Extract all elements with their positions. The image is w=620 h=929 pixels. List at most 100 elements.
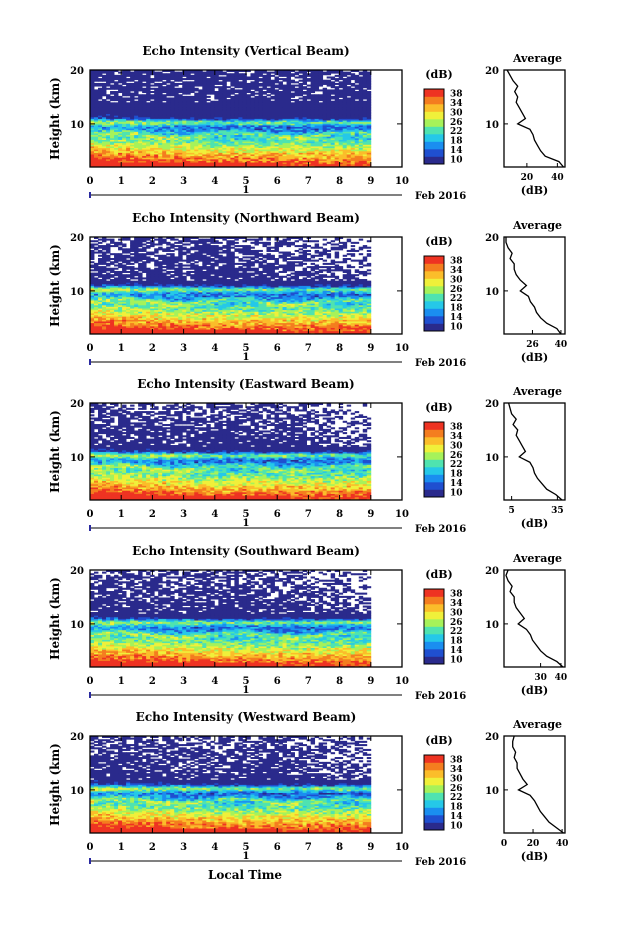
heatmap-cell bbox=[238, 78, 243, 81]
heatmap-cell bbox=[138, 113, 143, 116]
heatmap-cell bbox=[254, 128, 259, 131]
heatmap-cell bbox=[234, 116, 239, 119]
heatmap-cell bbox=[110, 129, 115, 132]
heatmap-cell bbox=[118, 133, 123, 136]
heatmap-cell bbox=[330, 86, 336, 89]
heatmap-cell bbox=[246, 134, 251, 137]
heatmap-cell bbox=[238, 163, 243, 166]
heatmap-cell bbox=[282, 160, 287, 163]
heatmap-cell bbox=[262, 126, 267, 129]
heatmap-cell bbox=[346, 124, 352, 127]
heatmap-cell bbox=[166, 113, 171, 116]
heatmap-cell bbox=[170, 137, 175, 140]
heatmap-cell bbox=[202, 97, 207, 100]
heatmap-cell bbox=[282, 107, 287, 110]
heatmap-cell bbox=[318, 112, 324, 115]
heatmap-cell bbox=[262, 74, 267, 77]
heatmap-cell bbox=[222, 128, 227, 131]
heatmap-cell bbox=[146, 115, 151, 118]
heatmap-cell bbox=[202, 150, 207, 153]
heatmap-cell bbox=[234, 126, 239, 129]
heatmap-cell bbox=[318, 81, 324, 84]
heatmap-cell bbox=[286, 163, 291, 166]
heatmap-cell bbox=[230, 107, 235, 110]
heatmap-cell bbox=[338, 112, 344, 115]
heatmap-cell bbox=[366, 139, 372, 142]
heatmap-cell bbox=[154, 141, 159, 144]
heatmap-cell bbox=[318, 155, 324, 158]
heatmap-cell bbox=[274, 103, 279, 106]
heatmap-cell bbox=[186, 105, 191, 108]
heatmap-cell bbox=[202, 107, 207, 110]
heatmap-cell bbox=[310, 100, 316, 103]
heatmap-cell bbox=[138, 70, 143, 73]
heatmap-cell bbox=[362, 144, 368, 147]
heatmap-cell bbox=[174, 74, 179, 77]
heatmap-cell bbox=[178, 116, 183, 119]
heatmap-cell bbox=[102, 240, 107, 243]
heatmap-cell bbox=[250, 103, 255, 106]
heatmap-cell bbox=[162, 99, 167, 102]
heatmap-cell bbox=[146, 110, 151, 113]
heatmap-cell bbox=[194, 155, 199, 158]
heatmap-cell bbox=[286, 123, 291, 126]
heatmap-cell bbox=[206, 73, 211, 76]
heatmap-cell bbox=[214, 115, 219, 118]
heatmap-cell bbox=[338, 78, 344, 81]
heatmap-cell bbox=[114, 108, 119, 111]
heatmap-cell bbox=[258, 139, 263, 142]
heatmap-cell bbox=[222, 73, 227, 76]
heatmap-cell bbox=[166, 160, 171, 163]
x-tick-label: 6 bbox=[274, 176, 281, 187]
heatmap-cell bbox=[358, 157, 364, 160]
heatmap-cell bbox=[206, 102, 211, 105]
heatmap-cell bbox=[142, 162, 147, 165]
heatmap-cell bbox=[142, 150, 147, 153]
heatmap-cell bbox=[222, 123, 227, 126]
colorbar-tick-label: 30 bbox=[450, 108, 463, 118]
heatmap-cell bbox=[178, 112, 183, 115]
heatmap-cell bbox=[94, 240, 99, 243]
heatmap-cell bbox=[286, 158, 291, 161]
heatmap-cell bbox=[254, 145, 259, 148]
heatmap-cell bbox=[146, 251, 151, 254]
heatmap-cell bbox=[90, 147, 95, 150]
heatmap-cell bbox=[174, 116, 179, 119]
heatmap-cell bbox=[162, 162, 167, 165]
heatmap-cell bbox=[322, 155, 328, 158]
heatmap-cell bbox=[126, 126, 131, 129]
heatmap-cell bbox=[298, 154, 303, 157]
heatmap-cell bbox=[306, 107, 312, 110]
heatmap-cell bbox=[226, 128, 231, 131]
heatmap-cell bbox=[330, 123, 336, 126]
heatmap-cell bbox=[162, 149, 167, 152]
heatmap-cell bbox=[142, 110, 147, 113]
heatmap-cell bbox=[310, 124, 316, 127]
heatmap-cell bbox=[102, 118, 107, 121]
x-tick-label: 10 bbox=[395, 176, 409, 187]
heatmap-cell bbox=[214, 154, 219, 157]
heatmap-cell bbox=[194, 134, 199, 137]
heatmap-cell bbox=[190, 158, 195, 161]
heatmap-cell bbox=[98, 309, 103, 312]
heatmap-cell bbox=[90, 121, 95, 124]
heatmap-cell bbox=[242, 129, 247, 132]
heatmap-cell bbox=[334, 126, 340, 129]
heatmap-cell bbox=[166, 137, 171, 140]
heatmap-cell bbox=[266, 147, 271, 150]
heatmap-cell bbox=[198, 71, 203, 74]
heatmap-cell bbox=[102, 317, 107, 320]
heatmap-cell bbox=[90, 275, 95, 278]
heatmap-cell bbox=[98, 116, 103, 119]
heatmap-cell bbox=[362, 71, 368, 74]
heatmap-cell bbox=[94, 76, 99, 79]
heatmap-cell bbox=[182, 120, 187, 123]
heatmap-cell bbox=[350, 137, 356, 140]
heatmap-cell bbox=[342, 137, 348, 140]
heatmap-cell bbox=[158, 154, 163, 157]
heatmap-cell bbox=[306, 92, 312, 95]
heatmap-cell bbox=[166, 139, 171, 142]
heatmap-cell bbox=[230, 150, 235, 153]
heatmap-cell bbox=[122, 73, 127, 76]
heatmap-cell bbox=[138, 144, 143, 147]
